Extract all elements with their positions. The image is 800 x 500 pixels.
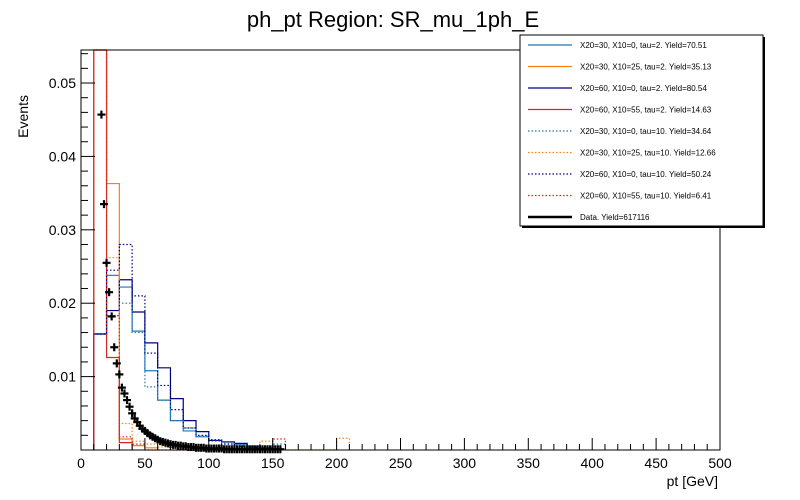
x-tick-label: 300	[453, 455, 477, 471]
x-tick-label: 50	[137, 455, 153, 471]
chart-title: ph_pt Region: SR_mu_1ph_E	[247, 7, 539, 32]
plot-series-group	[93, 49, 350, 454]
histogram-series-2	[93, 49, 159, 450]
data-point	[105, 288, 114, 297]
histogram-series-5	[93, 302, 287, 450]
x-tick-label: 0	[77, 455, 85, 471]
y-tick-label: 0.01	[49, 369, 76, 385]
x-axis-label: pt [GeV]	[667, 473, 718, 489]
data-point	[128, 409, 137, 418]
x-tick-label: 500	[708, 455, 732, 471]
y-tick-label: 0.04	[49, 148, 76, 164]
legend-entry-label: X20=60, X10=55, tau=10. Yield=6.41	[580, 192, 712, 201]
x-tick-label: 200	[325, 455, 349, 471]
x-tick-label: 150	[261, 455, 285, 471]
legend-entry-label: X20=60, X10=0, tau=10. Yield=50.24	[580, 170, 712, 179]
legend: X20=30, X10=0, tau=2. Yield=70.51 X20=30,…	[519, 34, 765, 228]
legend-entry-label: X20=30, X10=25, tau=10. Yield=12.66	[580, 149, 716, 158]
data-point	[97, 110, 106, 119]
data-point	[110, 343, 119, 352]
legend-entry-label: X20=30, X10=0, tau=2. Yield=70.51	[580, 41, 707, 50]
x-tick-label: 350	[517, 455, 541, 471]
data-point	[112, 359, 121, 368]
legend-entry-label: Data. Yield=617116	[580, 213, 650, 222]
data-point	[115, 370, 124, 379]
data-point	[125, 402, 134, 411]
y-tick-label: 0.03	[49, 222, 76, 238]
histogram-series-4	[93, 49, 133, 450]
x-tick-label: 250	[389, 455, 413, 471]
axis-ticks-group: 0 50 100 150 200 250 300 350 400 450 500 0.01 0.02 0.…	[49, 53, 732, 471]
data-point	[107, 312, 116, 321]
legend-entry-label: X20=30, X10=0, tau=10. Yield=34.64	[580, 127, 712, 136]
data-point	[102, 258, 111, 267]
y-axis-label: Events	[15, 95, 31, 138]
legend-entry-label: X20=60, X10=0, tau=2. Yield=80.54	[580, 84, 707, 93]
data-point	[120, 389, 129, 398]
data-point	[117, 383, 126, 392]
x-tick-label: 450	[644, 455, 668, 471]
legend-entry-label: X20=30, X10=25, tau=2. Yield=35.13	[580, 63, 712, 72]
data-point	[123, 396, 132, 405]
data-point	[276, 445, 285, 454]
x-tick-label: 100	[197, 455, 221, 471]
y-tick-label: 0.05	[49, 75, 76, 91]
data-point	[100, 200, 109, 209]
legend-entry-label: X20=60, X10=55, tau=2. Yield=14.63	[580, 106, 712, 115]
x-tick-label: 400	[581, 455, 605, 471]
y-tick-label: 0.02	[49, 295, 76, 311]
